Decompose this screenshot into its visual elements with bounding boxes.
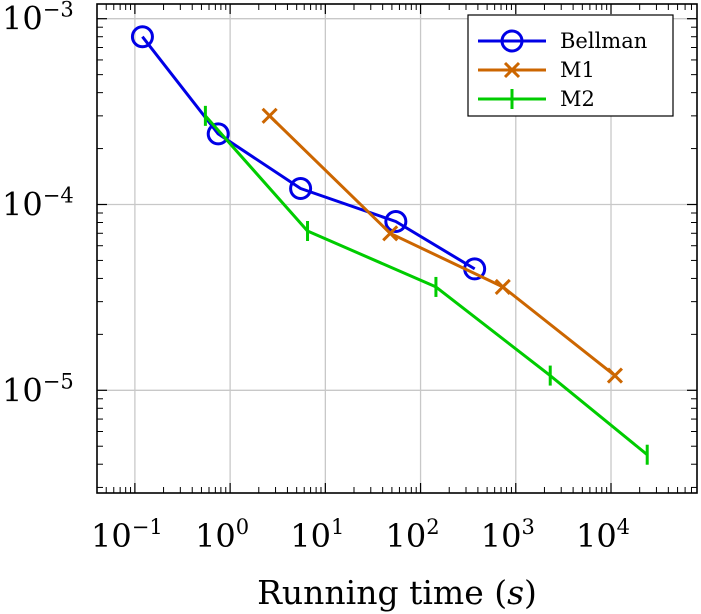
legend-entry: M1 — [478, 58, 595, 82]
x-tick-label: 102 — [386, 515, 440, 555]
data-point — [206, 122, 230, 146]
data-point — [606, 367, 624, 384]
legend-entry: M2 — [478, 87, 595, 111]
series-m2 — [203, 105, 649, 465]
data-point — [130, 25, 154, 49]
tick-labels: 10−1 100 101 102 103 104 10−5 10−4 10−3 — [2, 0, 630, 555]
series-bellman — [130, 25, 487, 281]
data-point — [384, 210, 408, 234]
minor-ticks — [97, 4, 697, 493]
legend: Bellman M1 M2 — [467, 14, 674, 117]
y-tick-label: 10−3 — [2, 0, 74, 38]
legend-marker — [500, 29, 524, 53]
legend-label: M2 — [560, 87, 595, 111]
y-tick-label: 10−5 — [2, 369, 74, 409]
legend-marker — [503, 61, 521, 79]
data-point — [261, 107, 278, 124]
legend-label: M1 — [560, 58, 595, 82]
series-line — [268, 114, 616, 377]
x-tick-label: 103 — [481, 515, 535, 555]
x-tick-label: 100 — [195, 515, 249, 555]
series-m1 — [261, 107, 624, 384]
y-tick-label: 10−4 — [2, 183, 74, 223]
data-point — [289, 176, 313, 200]
series-line — [204, 114, 649, 456]
series-layer — [130, 25, 649, 465]
data-point — [494, 278, 511, 295]
plot-frame — [96, 3, 698, 494]
x-tick-label: 10−1 — [91, 515, 163, 555]
x-tick-label: 104 — [576, 515, 630, 555]
x-axis-label: Running time (s) — [257, 573, 537, 612]
series-line — [141, 35, 476, 271]
legend-entry: Bellman — [478, 29, 647, 53]
x-tick-label: 101 — [290, 515, 344, 555]
legend-label: Bellman — [560, 29, 647, 53]
data-point — [382, 225, 399, 242]
